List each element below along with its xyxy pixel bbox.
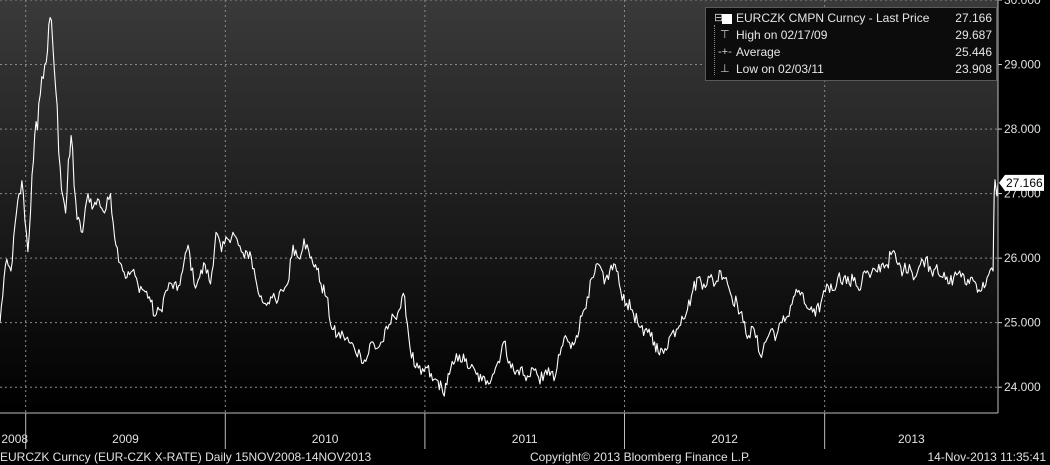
low-marker-icon: ⊥ bbox=[720, 63, 730, 75]
last-value-label: 27.166 bbox=[1006, 176, 1043, 190]
high-marker-icon: ⊤ bbox=[720, 29, 730, 41]
legend-item-low: ⊥ Low on 02/03/11 23.908 bbox=[710, 61, 992, 78]
footer-timestamp: 14-Nov-2013 11:35:41 bbox=[927, 450, 1046, 464]
y-tick-label: 24.000 bbox=[1004, 380, 1041, 394]
y-tick-label: 29.000 bbox=[1004, 58, 1041, 72]
x-tick-label: 2011 bbox=[512, 432, 538, 446]
legend-label: High on 02/17/09 bbox=[736, 28, 828, 42]
legend-label: EURCZK CMPN Curncy - Last Price bbox=[736, 11, 930, 25]
legend: ⊟ EURCZK CMPN Curncy - Last Price 27.166… bbox=[705, 7, 997, 81]
legend-item-high: ⊤ High on 02/17/09 29.687 bbox=[710, 27, 992, 44]
x-tick-label: 2010 bbox=[312, 432, 339, 446]
x-tick-label: 2008 bbox=[1, 432, 28, 446]
last-value-tag bbox=[999, 174, 1044, 191]
average-marker-icon: -+- bbox=[718, 46, 732, 58]
x-tick-label: 2009 bbox=[112, 432, 139, 446]
grid bbox=[0, 0, 998, 413]
legend-value: 27.166 bbox=[955, 11, 992, 25]
legend-value: 29.687 bbox=[955, 28, 992, 42]
footer-security-info: EURCZK Curncy (EUR-CZK X-RATE) Daily 15N… bbox=[0, 450, 372, 464]
legend-item-average: -+- Average 25.446 bbox=[710, 44, 992, 61]
x-tick-label: 2012 bbox=[711, 432, 738, 446]
legend-label: Low on 02/03/11 bbox=[736, 62, 824, 76]
series-group bbox=[0, 16, 999, 397]
y-tick-label: 28.000 bbox=[1004, 122, 1041, 136]
legend-label: Average bbox=[736, 45, 781, 59]
y-axis: 24.00025.00026.00027.00028.00029.00030.0… bbox=[997, 0, 1044, 413]
x-axis: 2008 2009 2010 2011 2012 2013 bbox=[0, 412, 998, 449]
y-tick-label: 26.000 bbox=[1004, 251, 1041, 265]
series-swatch-icon bbox=[722, 14, 732, 24]
legend-item-last-price: ⊟ EURCZK CMPN Curncy - Last Price 27.166 bbox=[710, 10, 992, 27]
collapse-icon[interactable]: ⊟ bbox=[714, 12, 724, 24]
footer: EURCZK Curncy (EUR-CZK X-RATE) Daily 15N… bbox=[0, 449, 1050, 465]
legend-value: 25.446 bbox=[955, 45, 992, 59]
y-tick-label: 30.000 bbox=[1004, 0, 1041, 7]
legend-value: 23.908 bbox=[955, 62, 992, 76]
x-tick-label: 2013 bbox=[898, 432, 925, 446]
footer-copyright: Copyright© 2013 Bloomberg Finance L.P. bbox=[530, 450, 751, 464]
price-line bbox=[0, 16, 999, 397]
y-tick-label: 25.000 bbox=[1004, 316, 1041, 330]
legend-tree-line bbox=[714, 25, 716, 75]
